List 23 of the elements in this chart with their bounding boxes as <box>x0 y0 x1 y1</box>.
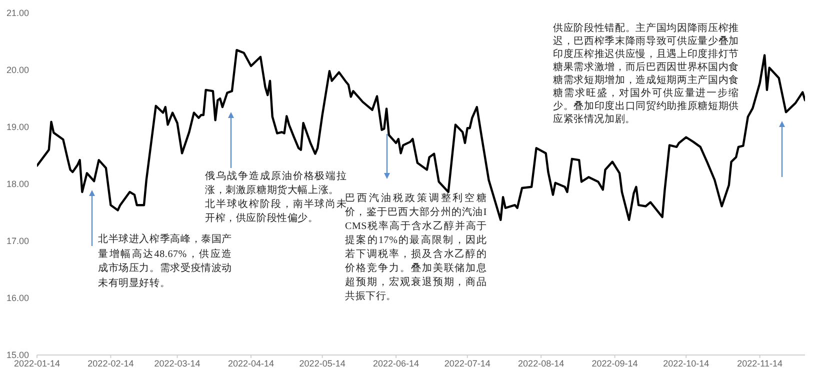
x-tick-label: 2022-04-14 <box>228 358 274 368</box>
y-tick-label: 20.00 <box>6 65 29 76</box>
y-tick-label: 19.00 <box>6 122 29 132</box>
x-tick-label: 2022-08-14 <box>518 358 564 368</box>
x-tick-label: 2022-07-14 <box>444 358 490 368</box>
x-tick-label: 2022-06-14 <box>373 358 420 368</box>
x-tick-label: 2022-02-14 <box>88 358 134 368</box>
annotation: 供应阶段性错配。主产国均因降雨压榨推迟，巴西榨季末降雨导致可供应量少叠加印度压榨推迟供应慢，且遇上印度排灯节糖果需求激增，而后巴西因世界杯国内食糖需求短期增加，造成短期两主产国内食糖需求旺盛，对国外可供应量进一步缩少。叠加印度出口同贸约助推原糖短期供应紧张情况加剧。 <box>553 22 739 126</box>
annotation: 北半球进入榨季高峰，泰国产量增幅高达48.67%，供应造成市场压力。需求受疫情波动未有明显好转。 <box>98 233 232 290</box>
x-tick-label: 2022-01-14 <box>14 358 60 368</box>
y-tick-label: 16.00 <box>6 293 29 304</box>
x-tick-label: 2022-11-14 <box>737 358 783 368</box>
x-tick-label: 2022-09-14 <box>592 358 638 368</box>
y-tick-label: 21.00 <box>6 8 29 18</box>
annotation: 俄乌战争造成原油价格极端拉涨，刺激原糖期货大幅上涨。 <box>205 171 347 196</box>
y-tick-label: 18.00 <box>6 179 29 190</box>
x-tick-label: 2022-10-14 <box>663 358 710 368</box>
annotation: 巴西汽油税政策调整利空糖价，鉴于巴西大部分州的汽油ICMS税率高于含水乙醇并高于提案的17%的最高限制，因此若下调税率，损及含水乙醇的价格竞争力。叠加美联储加息超预期，宏观衰退预期，商品共振下行。 <box>345 192 487 304</box>
x-tick-label: 2022-03-14 <box>154 358 200 368</box>
line-series <box>37 48 805 222</box>
y-tick-label: 17.00 <box>6 236 29 246</box>
x-tick-label: 2022-05-14 <box>299 358 346 368</box>
y-tick-label: 15.00 <box>6 350 29 360</box>
